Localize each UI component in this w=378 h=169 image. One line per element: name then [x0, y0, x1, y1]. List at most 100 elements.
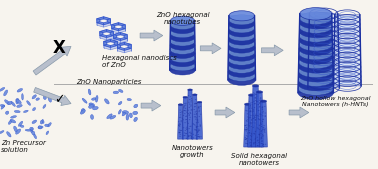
Ellipse shape — [133, 111, 138, 115]
Ellipse shape — [259, 113, 261, 114]
Ellipse shape — [179, 123, 180, 124]
Ellipse shape — [196, 103, 197, 104]
Ellipse shape — [260, 137, 262, 138]
Ellipse shape — [249, 138, 251, 139]
Ellipse shape — [23, 110, 28, 113]
Ellipse shape — [250, 115, 252, 116]
Ellipse shape — [255, 138, 257, 139]
Polygon shape — [104, 40, 110, 42]
Ellipse shape — [254, 107, 255, 108]
Ellipse shape — [194, 129, 196, 130]
Ellipse shape — [189, 112, 191, 113]
Ellipse shape — [299, 21, 332, 33]
Ellipse shape — [251, 108, 253, 109]
Ellipse shape — [199, 110, 200, 111]
Ellipse shape — [185, 133, 186, 134]
Ellipse shape — [197, 131, 198, 132]
Ellipse shape — [228, 67, 256, 77]
Text: Nanotowers
growth: Nanotowers growth — [172, 145, 213, 158]
Ellipse shape — [248, 125, 249, 126]
Ellipse shape — [253, 133, 255, 134]
Ellipse shape — [253, 142, 255, 143]
Ellipse shape — [261, 141, 263, 142]
Ellipse shape — [253, 111, 254, 112]
Ellipse shape — [198, 111, 200, 112]
Polygon shape — [120, 33, 127, 37]
Polygon shape — [107, 30, 113, 34]
Ellipse shape — [188, 136, 189, 137]
Ellipse shape — [184, 135, 186, 136]
Polygon shape — [170, 21, 195, 70]
Ellipse shape — [10, 119, 15, 123]
Ellipse shape — [256, 101, 257, 102]
Ellipse shape — [198, 134, 199, 135]
Ellipse shape — [256, 101, 258, 102]
Ellipse shape — [33, 107, 36, 111]
Ellipse shape — [184, 113, 186, 114]
Ellipse shape — [259, 100, 260, 101]
Ellipse shape — [256, 104, 258, 105]
Ellipse shape — [299, 60, 333, 73]
Ellipse shape — [249, 101, 250, 102]
Ellipse shape — [257, 108, 258, 109]
Ellipse shape — [245, 125, 246, 126]
Ellipse shape — [257, 101, 259, 102]
Ellipse shape — [251, 104, 253, 105]
Ellipse shape — [88, 105, 93, 108]
Ellipse shape — [247, 136, 249, 137]
Text: Zn Precursor
solution: Zn Precursor solution — [1, 140, 46, 153]
Ellipse shape — [170, 28, 195, 38]
Polygon shape — [333, 15, 361, 86]
Ellipse shape — [4, 90, 8, 96]
Ellipse shape — [198, 130, 199, 131]
Ellipse shape — [197, 136, 198, 137]
Ellipse shape — [119, 89, 123, 92]
Ellipse shape — [187, 110, 189, 111]
Ellipse shape — [256, 109, 257, 110]
Polygon shape — [107, 19, 110, 23]
Ellipse shape — [229, 19, 255, 29]
Ellipse shape — [246, 138, 248, 139]
Ellipse shape — [129, 113, 132, 118]
Ellipse shape — [299, 16, 332, 29]
Polygon shape — [262, 45, 283, 56]
Ellipse shape — [1, 105, 5, 109]
Ellipse shape — [195, 99, 197, 100]
Ellipse shape — [180, 134, 181, 135]
Ellipse shape — [199, 136, 200, 137]
Ellipse shape — [38, 126, 43, 129]
Ellipse shape — [15, 129, 21, 134]
Ellipse shape — [40, 120, 43, 124]
Ellipse shape — [250, 122, 251, 123]
Ellipse shape — [228, 59, 255, 69]
Ellipse shape — [183, 135, 185, 136]
Polygon shape — [118, 28, 125, 31]
Ellipse shape — [228, 75, 256, 85]
Ellipse shape — [256, 143, 257, 144]
Ellipse shape — [246, 127, 247, 128]
Ellipse shape — [229, 23, 255, 33]
Polygon shape — [100, 35, 107, 38]
Ellipse shape — [250, 102, 252, 103]
Ellipse shape — [248, 126, 249, 127]
Ellipse shape — [299, 38, 332, 51]
Ellipse shape — [188, 95, 189, 96]
Polygon shape — [107, 35, 113, 40]
Ellipse shape — [260, 123, 262, 124]
Ellipse shape — [260, 123, 262, 124]
Text: ZnO Nanoparticles: ZnO Nanoparticles — [76, 79, 141, 85]
Ellipse shape — [0, 87, 5, 91]
Ellipse shape — [298, 77, 333, 91]
Ellipse shape — [16, 99, 21, 104]
Polygon shape — [114, 41, 117, 45]
Polygon shape — [124, 48, 131, 53]
Polygon shape — [100, 35, 107, 40]
Ellipse shape — [96, 95, 98, 102]
Ellipse shape — [196, 127, 197, 128]
Text: ZnO hollow hexagonal
Nanotowers (h-HNTs): ZnO hollow hexagonal Nanotowers (h-HNTs) — [300, 96, 371, 106]
Polygon shape — [100, 32, 103, 35]
Ellipse shape — [249, 108, 250, 109]
Ellipse shape — [16, 98, 19, 104]
Ellipse shape — [246, 121, 248, 122]
Ellipse shape — [261, 126, 262, 127]
